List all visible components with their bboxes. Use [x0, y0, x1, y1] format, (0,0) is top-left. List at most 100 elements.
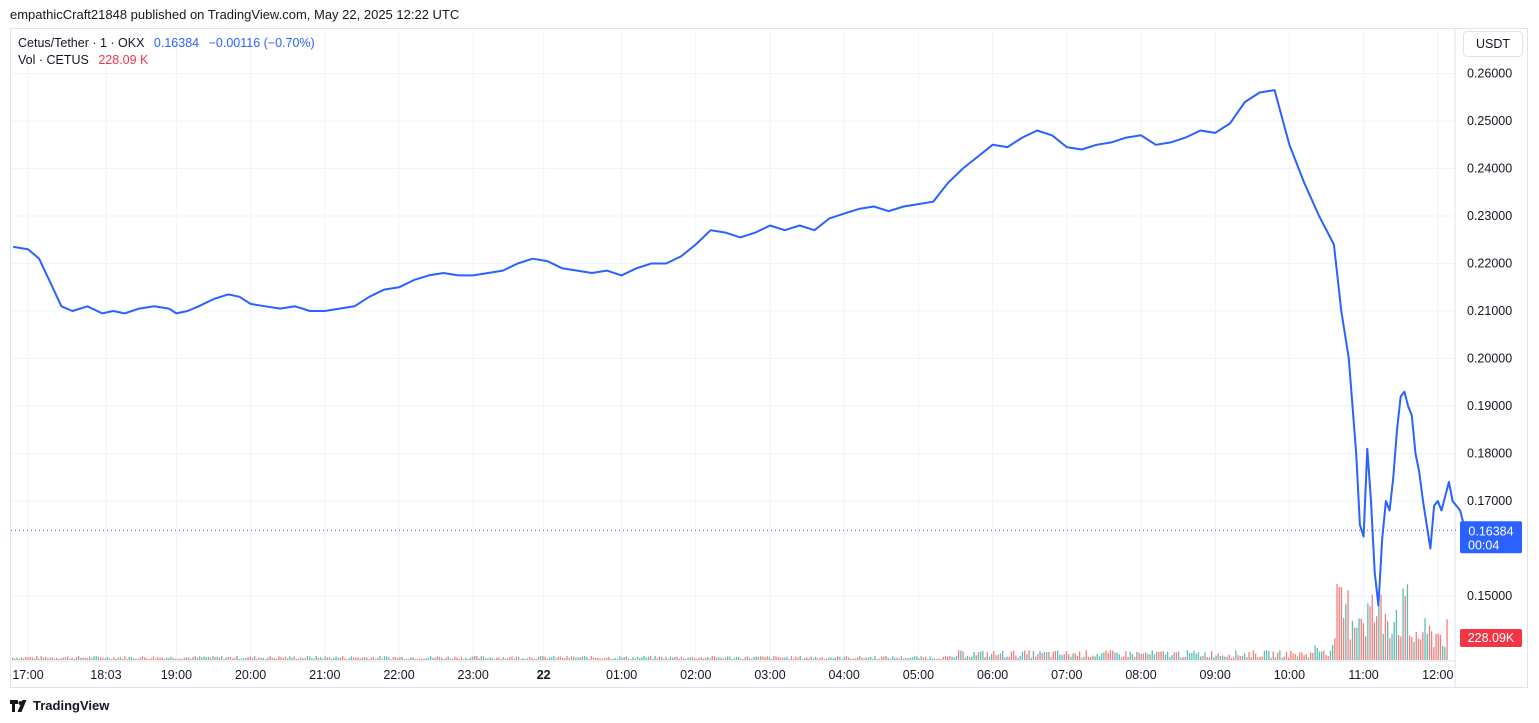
volume-bar — [1167, 651, 1169, 660]
volume-bar — [1316, 648, 1318, 660]
volume-bar — [727, 656, 729, 660]
volume-bar — [883, 656, 885, 660]
volume-bar — [1169, 657, 1171, 660]
volume-bar — [636, 656, 639, 660]
volume-bar — [577, 657, 579, 660]
volume-bar — [1206, 657, 1208, 660]
tradingview-brand[interactable]: TradingView — [10, 698, 109, 713]
volume-bar — [808, 658, 810, 660]
volume-bar — [1024, 650, 1026, 660]
volume-bar — [742, 659, 744, 660]
price-line[interactable] — [13, 89, 1469, 607]
volume-bar — [815, 656, 817, 660]
volume-bar — [438, 657, 441, 660]
volume-bar — [1004, 657, 1006, 660]
volume-bar — [350, 656, 353, 660]
volume-bar — [487, 658, 489, 660]
volume-bar — [1037, 653, 1039, 660]
volume-bar — [1008, 657, 1010, 660]
volume-bar — [922, 657, 925, 660]
volume-bar — [683, 658, 685, 660]
volume-bar — [707, 656, 709, 660]
volume-legend-row[interactable]: Vol · CETUS 228.09 K — [18, 52, 315, 69]
volume-bar — [306, 656, 309, 660]
volume-bar — [139, 657, 141, 660]
volume-bar — [1435, 633, 1437, 660]
volume-bar — [535, 659, 537, 660]
volume-bar — [1233, 657, 1235, 660]
volume-bar — [1098, 656, 1101, 660]
volume-bar — [520, 659, 522, 660]
volume-bar — [1032, 650, 1035, 660]
volume-bar — [1263, 650, 1266, 660]
volume-bar — [887, 657, 889, 660]
volume-bar — [300, 657, 302, 660]
symbol-legend-row[interactable]: Cetus/Tether · 1 · OKX 0.16384 −0.00116 … — [18, 35, 315, 52]
volume-bar — [14, 658, 16, 660]
volume-bar — [214, 656, 216, 660]
volume-bar — [839, 656, 841, 660]
volume-bar — [592, 657, 595, 660]
volume-bar — [619, 656, 621, 660]
volume-bar — [1184, 656, 1186, 660]
volume-bar — [236, 655, 238, 660]
volume-bar — [27, 657, 29, 660]
volume-bar — [1015, 655, 1017, 660]
volume-bar — [155, 658, 157, 660]
volume-bar — [271, 657, 273, 660]
volume-bar — [1362, 623, 1365, 660]
volume-bar — [179, 658, 181, 660]
volume-bar — [958, 650, 960, 660]
volume-bar — [579, 657, 581, 660]
volume-bar — [599, 658, 601, 660]
volume-bar — [1345, 603, 1347, 660]
volume-bar — [425, 658, 427, 660]
x-tick-label: 18:03 — [90, 668, 121, 682]
volume-bar — [432, 657, 434, 660]
volume-bar — [67, 656, 69, 660]
volume-bar — [1006, 656, 1008, 660]
volume-bar — [498, 657, 500, 660]
volume-bar — [480, 656, 482, 660]
volume-bar — [443, 658, 445, 660]
volume-bar — [1255, 653, 1257, 660]
volume-bar — [724, 657, 727, 660]
volume-bar — [1140, 654, 1142, 660]
volume-bar — [676, 656, 678, 660]
volume-bar — [764, 657, 766, 660]
volume-bar — [344, 658, 346, 660]
volume-bar — [1175, 652, 1178, 660]
volume-bar — [38, 658, 40, 660]
volume-bar — [777, 657, 779, 660]
volume-bar — [1228, 654, 1230, 660]
y-tick-label: 0.26000 — [1467, 67, 1512, 81]
volume-bar — [1085, 650, 1087, 660]
volume-bar — [790, 655, 793, 660]
volume-bar — [357, 657, 359, 660]
volume-badge — [1460, 629, 1522, 647]
volume-bar — [696, 658, 698, 660]
currency-button[interactable]: USDT — [1463, 31, 1523, 57]
volume-bar — [1296, 656, 1299, 660]
volume-bar — [45, 656, 47, 660]
volume-bar — [1365, 636, 1367, 660]
volume-bar — [1123, 656, 1125, 660]
volume-bar — [249, 656, 251, 660]
volume-bar — [489, 657, 491, 660]
x-tick-label: 11:00 — [1348, 668, 1378, 682]
volume-bar — [320, 657, 322, 660]
volume-bar — [837, 656, 839, 660]
volume-bar — [1213, 657, 1215, 660]
volume-bar — [680, 656, 683, 660]
volume-bar — [751, 658, 753, 660]
volume-bar — [669, 656, 672, 660]
volume-bar — [58, 658, 60, 660]
volume-bar — [1417, 638, 1420, 660]
volume-bar — [581, 656, 584, 660]
volume-bar — [60, 658, 62, 660]
volume-bar — [969, 657, 971, 660]
volume-bar — [1281, 657, 1283, 660]
volume-bar — [262, 658, 265, 660]
volume-bar — [586, 656, 588, 660]
